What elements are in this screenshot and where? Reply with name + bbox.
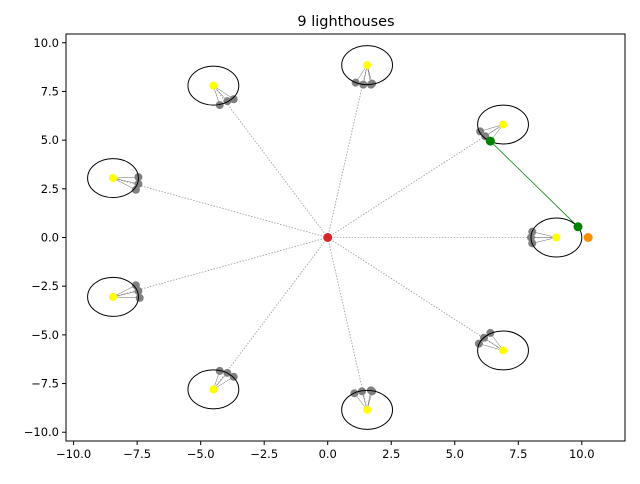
x-tick-label: 7.5 (509, 447, 527, 461)
anchor-point-8-4 (368, 387, 377, 396)
y-tick-label: 7.5 (41, 84, 59, 98)
lighthouse-point-9 (499, 346, 508, 355)
lighthouse-circle-8 (341, 389, 394, 430)
lighthouse-point-2 (499, 120, 508, 129)
origin-point (323, 233, 333, 242)
anchor-link-5-3 (112, 176, 139, 179)
x-tick-label: −5.0 (187, 447, 215, 461)
anchor-point-4-1 (215, 101, 224, 110)
axis-ticks: −10.0 −7.5 −5.0 −2.5 0.0 2.5 5.0 7.5 10.0 −10.0 −7… (24, 36, 595, 461)
lighthouse-circle-4 (187, 65, 240, 106)
y-tick-label: −10.0 (24, 425, 59, 439)
lighthouse-point-5 (109, 174, 118, 183)
x-tick-label: 2.5 (382, 447, 400, 461)
lighthouse-point-6 (109, 292, 118, 301)
anchor-point-6-3 (135, 293, 144, 302)
plot-area (87, 45, 593, 430)
x-tick-label: −2.5 (250, 447, 278, 461)
y-tick-label: 0.0 (41, 231, 59, 245)
x-tick-label: −10.0 (56, 447, 91, 461)
anchor-point-3-4 (368, 79, 377, 88)
lighthouse-point-7 (209, 385, 218, 394)
origin-connector-5 (112, 177, 328, 238)
lighthouse-point-8 (363, 405, 372, 414)
anchor-link-6-1 (112, 284, 136, 298)
lighthouse-circle-2 (477, 104, 529, 145)
y-tick-label: 5.0 (41, 133, 59, 147)
origin-connector-7 (213, 237, 329, 390)
y-tick-label: −5.0 (31, 328, 59, 342)
lighthouse-circle-1 (530, 217, 583, 258)
path-point-1 (485, 136, 495, 146)
anchor-link-6-3 (112, 296, 140, 299)
origin-connector-2 (327, 124, 504, 238)
anchor-link-1-1 (532, 237, 557, 244)
x-tick-label: 10.0 (569, 447, 595, 461)
anchor-point-7-3 (229, 372, 238, 381)
anchor-link-9-1 (478, 343, 504, 351)
origin-connector-4 (213, 85, 329, 238)
origin-connector-8 (327, 237, 368, 410)
x-tick-label: −7.5 (123, 447, 151, 461)
x-tick-label: 0.0 (319, 447, 337, 461)
anchor-point-4-3 (229, 95, 238, 104)
chart-title: 9 lighthouses (297, 14, 394, 30)
anchor-point-8-2 (358, 387, 367, 396)
lighthouse-point-1 (552, 233, 561, 242)
path-point-2 (573, 222, 583, 232)
origin-connector-9 (327, 237, 504, 351)
anchor-link-4-3 (213, 85, 234, 100)
y-tick-label: −7.5 (31, 377, 59, 391)
y-tick-label: −2.5 (31, 279, 59, 293)
anchor-link-6-2 (112, 290, 139, 298)
anchor-link-1-3 (532, 231, 557, 238)
lighthouse-circle-3 (341, 45, 394, 86)
origin-connector-6 (112, 237, 328, 298)
target-point (583, 233, 593, 242)
y-tick-label: 2.5 (41, 182, 59, 196)
lighthouse-circle-6 (87, 276, 139, 317)
lighthouse-circle-5 (87, 158, 139, 199)
lighthouse-circle-9 (477, 330, 529, 371)
x-tick-label: 5.0 (446, 447, 464, 461)
y-tick-label: 10.0 (33, 36, 59, 50)
anchor-link-5-2 (112, 177, 139, 185)
anchor-link-5-1 (112, 177, 136, 191)
origin-connector-3 (327, 65, 368, 238)
path-segment (490, 140, 579, 228)
lighthouse-point-3 (363, 61, 372, 70)
lighthouse-circle-7 (187, 369, 240, 410)
lighthouse-point-4 (209, 81, 218, 90)
